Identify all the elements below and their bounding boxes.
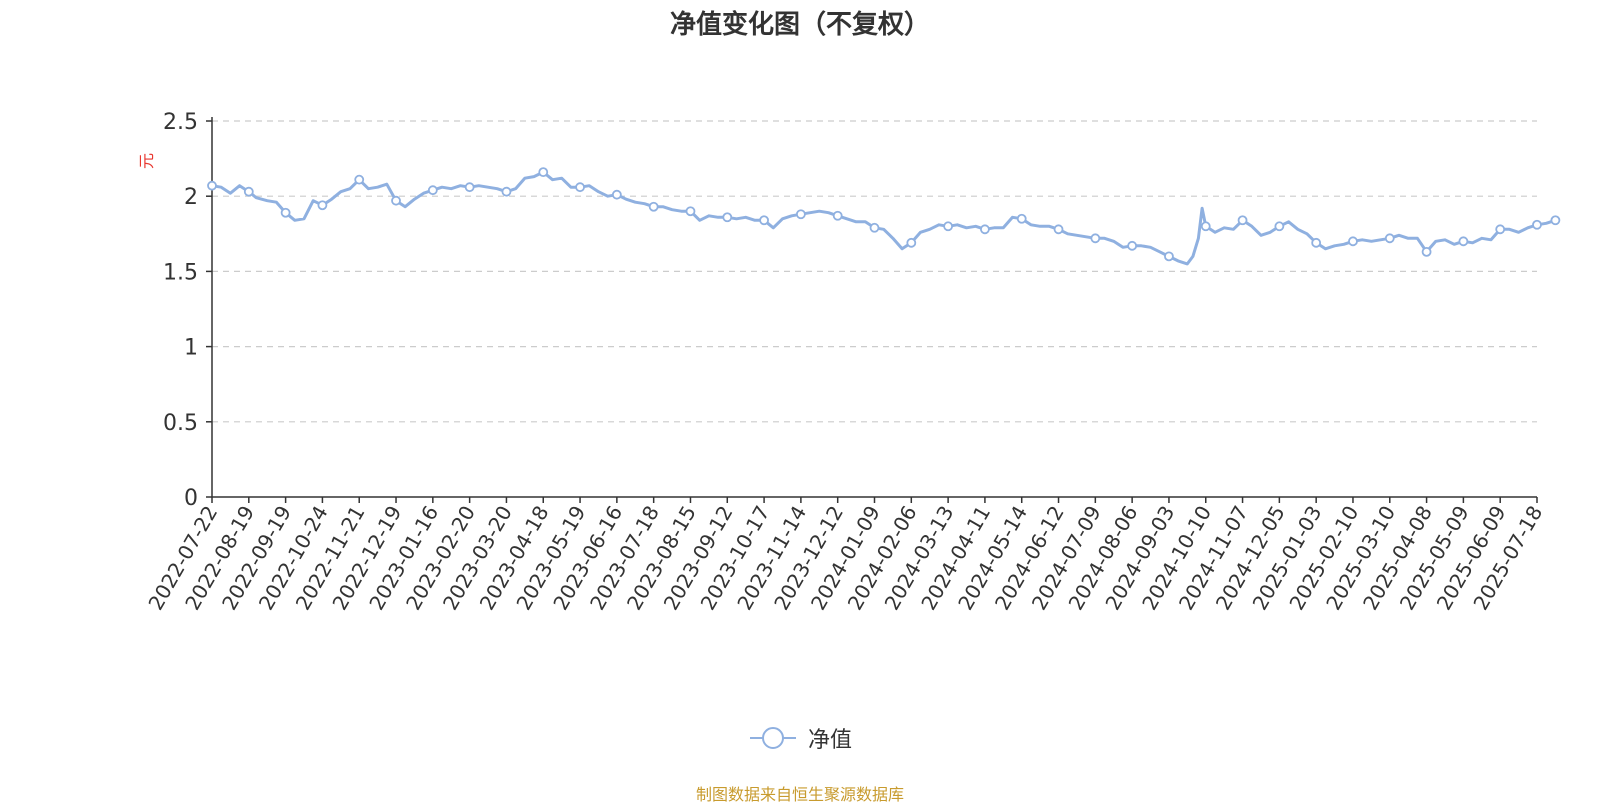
- series-net-value: [207, 167, 1561, 266]
- y-axis-label: 元: [137, 153, 156, 169]
- data-point: [1495, 224, 1506, 235]
- data-point: [317, 200, 328, 211]
- data-point: [354, 174, 365, 185]
- data-point: [1421, 246, 1432, 257]
- data-point: [1164, 251, 1174, 262]
- axes: 00.511.522.5元2022-07-222022-08-192022-09…: [137, 110, 1547, 614]
- data-point: [243, 186, 254, 197]
- data-point: [391, 195, 401, 206]
- legend-marker-icon: [749, 727, 796, 749]
- y-tick-label: 1: [184, 336, 198, 361]
- data-point: [759, 215, 769, 226]
- y-tick-label: 0: [184, 486, 198, 511]
- data-point: [1550, 215, 1561, 226]
- grid-lines: [212, 120, 1537, 423]
- data-point: [685, 206, 696, 217]
- data-point: [575, 182, 585, 193]
- y-tick-label: 2.5: [163, 110, 198, 135]
- series-line: [211, 170, 1556, 266]
- data-point: [1311, 237, 1322, 248]
- data-point: [1384, 233, 1395, 244]
- data-point: [280, 207, 291, 218]
- data-point: [1053, 224, 1064, 235]
- data-point: [427, 185, 438, 196]
- data-point: [611, 189, 622, 200]
- chart-title: 净值变化图（不复权）: [669, 10, 930, 40]
- data-point: [1532, 219, 1542, 230]
- data-point: [832, 210, 843, 221]
- data-point: [722, 212, 733, 223]
- data-point: [1016, 213, 1027, 224]
- source-note: 制图数据来自恒生聚源数据库: [695, 785, 904, 804]
- y-tick-label: 0.5: [163, 411, 198, 436]
- data-point: [207, 180, 217, 191]
- data-point: [1200, 221, 1211, 232]
- data-point: [1458, 236, 1469, 247]
- data-point: [906, 237, 917, 248]
- data-point: [501, 186, 512, 197]
- data-point: [1274, 221, 1285, 232]
- legend[interactable]: 净值: [0, 722, 1600, 754]
- data-point: [1237, 215, 1248, 226]
- data-point: [1090, 233, 1101, 244]
- data-point: [980, 224, 990, 235]
- data-point: [1127, 240, 1138, 251]
- data-point: [1348, 236, 1358, 247]
- data-point: [943, 221, 954, 232]
- data-point: [648, 201, 659, 212]
- legend-label: 净值: [807, 728, 852, 753]
- y-tick-label: 2: [184, 185, 198, 210]
- data-point: [538, 167, 549, 178]
- data-point: [464, 182, 475, 193]
- data-point: [869, 222, 880, 233]
- y-tick-label: 1.5: [163, 260, 198, 285]
- data-point: [795, 209, 806, 220]
